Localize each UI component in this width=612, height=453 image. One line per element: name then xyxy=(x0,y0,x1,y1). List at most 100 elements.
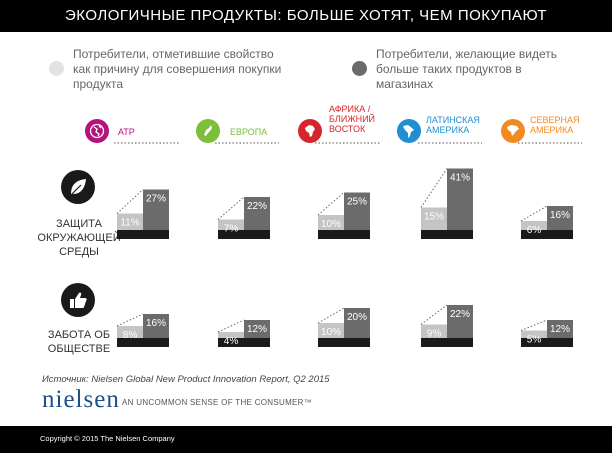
bar-want xyxy=(447,305,473,338)
data-label-want: 22% xyxy=(247,201,267,212)
bar-base xyxy=(421,338,473,347)
bar-base xyxy=(117,230,169,239)
page-title: ЭКОЛОГИЧНЫЕ ПРОДУКТЫ: БОЛЬШЕ ХОТЯТ, ЧЕМ … xyxy=(65,7,547,24)
data-label-want: 25% xyxy=(347,197,367,208)
data-label-want: 12% xyxy=(550,324,570,335)
bar-bought xyxy=(117,213,143,230)
gap-dotted-line xyxy=(116,313,144,327)
africa-map-icon xyxy=(298,119,322,143)
bar-base xyxy=(117,338,169,347)
bar-base xyxy=(318,338,370,347)
data-label-want: 22% xyxy=(450,309,470,320)
bar-want xyxy=(447,168,473,230)
globe-icon xyxy=(85,119,109,143)
bar-want xyxy=(344,308,370,338)
bar-want xyxy=(143,314,169,338)
bar-bought xyxy=(521,221,547,230)
region-africa-line1: АФРИКА / xyxy=(329,104,371,114)
title-bar: ЭКОЛОГИЧНЫЕ ПРОДУКТЫ: БОЛЬШЕ ХОТЯТ, ЧЕМ … xyxy=(0,0,612,32)
region-na-line1: СЕВЕРНАЯ xyxy=(530,115,580,125)
gap-dotted-line xyxy=(420,304,448,325)
data-label-want: 16% xyxy=(550,210,570,221)
region-apac-line1: АТР xyxy=(118,127,135,137)
legend-bought-text: Потребители, отметившие свойство как при… xyxy=(73,47,281,92)
legend-dot-want xyxy=(352,61,367,76)
data-label-want: 41% xyxy=(450,173,470,184)
category-env-line3: СРЕДЫ xyxy=(59,246,99,258)
bar-base xyxy=(521,338,573,347)
gap-dotted-line xyxy=(217,319,245,333)
region-latam-line1: ЛАТИНСКАЯ xyxy=(426,115,480,125)
category-env-line1: ЗАЩИТА xyxy=(56,218,102,230)
bar-want xyxy=(143,189,169,230)
data-label-bought: 15% xyxy=(424,212,444,223)
legend-dot-bought xyxy=(49,61,64,76)
region-latam-line2: АМЕРИКА xyxy=(426,125,470,135)
latin-america-map-icon xyxy=(397,119,421,143)
bar-base xyxy=(421,230,473,239)
region-label-apac: АТР xyxy=(118,127,135,137)
footer-bar: Copyright © 2015 The Nielsen Company xyxy=(0,426,612,453)
gap-dotted-line xyxy=(520,319,548,331)
gap-dotted-line xyxy=(317,192,345,216)
bar-base xyxy=(218,230,270,239)
leaf-icon xyxy=(61,170,95,204)
legend-bought-line1: Потребители, отметившие свойство xyxy=(73,47,274,61)
source-note: Источник: Nielsen Global New Product Inn… xyxy=(42,374,330,385)
bar-bought xyxy=(318,323,344,338)
legend-want-line2: больше таких продуктов в xyxy=(376,62,522,76)
data-label-bought: 5% xyxy=(527,335,542,346)
region-label-europe: ЕВРОПА xyxy=(230,127,267,137)
europe-map-icon xyxy=(196,119,220,143)
data-label-want: 27% xyxy=(146,194,166,205)
data-label-want: 12% xyxy=(247,324,267,335)
north-america-map-icon xyxy=(501,119,525,143)
gap-dotted-line xyxy=(420,168,448,208)
region-label-africa-me: АФРИКА / БЛИЖНИЙ ВОСТОК xyxy=(329,104,375,134)
bar-bought xyxy=(218,332,244,338)
data-label-bought: 11% xyxy=(120,218,139,229)
bar-bought xyxy=(117,326,143,338)
bar-want xyxy=(547,320,573,338)
category-soc-line1: ЗАБОТА ОБ xyxy=(47,329,111,341)
legend-bought-line3: продукта xyxy=(73,77,124,91)
gap-dotted-line xyxy=(116,189,144,214)
region-africa-line2: БЛИЖНИЙ xyxy=(329,114,376,124)
data-label-bought: 7% xyxy=(224,224,239,235)
bar-base xyxy=(521,230,573,239)
data-label-want: 20% xyxy=(347,312,367,323)
region-africa-line3: ВОСТОК xyxy=(329,124,366,134)
region-label-latam: ЛАТИНСКАЯ АМЕРИКА xyxy=(426,115,480,135)
data-label-want: 16% xyxy=(146,318,166,329)
data-label-bought: 8% xyxy=(123,330,138,341)
category-label-environment: ЗАЩИТА ОКРУЖАЮЩЕЙ СРЕДЫ xyxy=(28,217,130,259)
bar-bought xyxy=(421,207,447,230)
bar-bought xyxy=(318,215,344,230)
category-env-line2: ОКРУЖАЮЩЕЙ xyxy=(37,232,121,244)
thumbs-up-icon xyxy=(61,283,95,317)
logo-tagline: AN UNCOMMON SENSE OF THE CONSUMER™ xyxy=(122,398,313,407)
bar-want xyxy=(244,320,270,338)
data-label-bought: 6% xyxy=(527,225,542,236)
data-label-bought: 4% xyxy=(224,336,239,347)
region-label-north-america: СЕВЕРНАЯ АМЕРИКА xyxy=(530,115,580,135)
region-europe-line1: ЕВРОПА xyxy=(230,127,268,137)
legend-want-line1: Потребители, желающие видеть xyxy=(376,47,557,61)
category-label-society: ЗАБОТА ОБ ОБЩЕСТВЕ xyxy=(28,328,130,356)
copyright-text: Copyright © 2015 The Nielsen Company xyxy=(40,434,175,443)
gap-dotted-line xyxy=(520,205,548,222)
bar-bought xyxy=(421,324,447,338)
legend-want-text: Потребители, желающие видеть больше таки… xyxy=(376,47,557,92)
bar-bought xyxy=(218,219,244,230)
gap-dotted-line xyxy=(317,307,345,324)
bar-bought xyxy=(521,330,547,338)
region-na-line2: АМЕРИКА xyxy=(530,125,574,135)
category-soc-line2: ОБЩЕСТВЕ xyxy=(47,343,111,355)
data-label-bought: 9% xyxy=(427,329,442,340)
gap-dotted-line xyxy=(217,196,245,220)
nielsen-logo: nielsen xyxy=(42,386,120,413)
bar-want xyxy=(244,197,270,230)
legend-want-line3: магазинах xyxy=(376,77,434,91)
data-label-bought: 10% xyxy=(321,219,341,230)
